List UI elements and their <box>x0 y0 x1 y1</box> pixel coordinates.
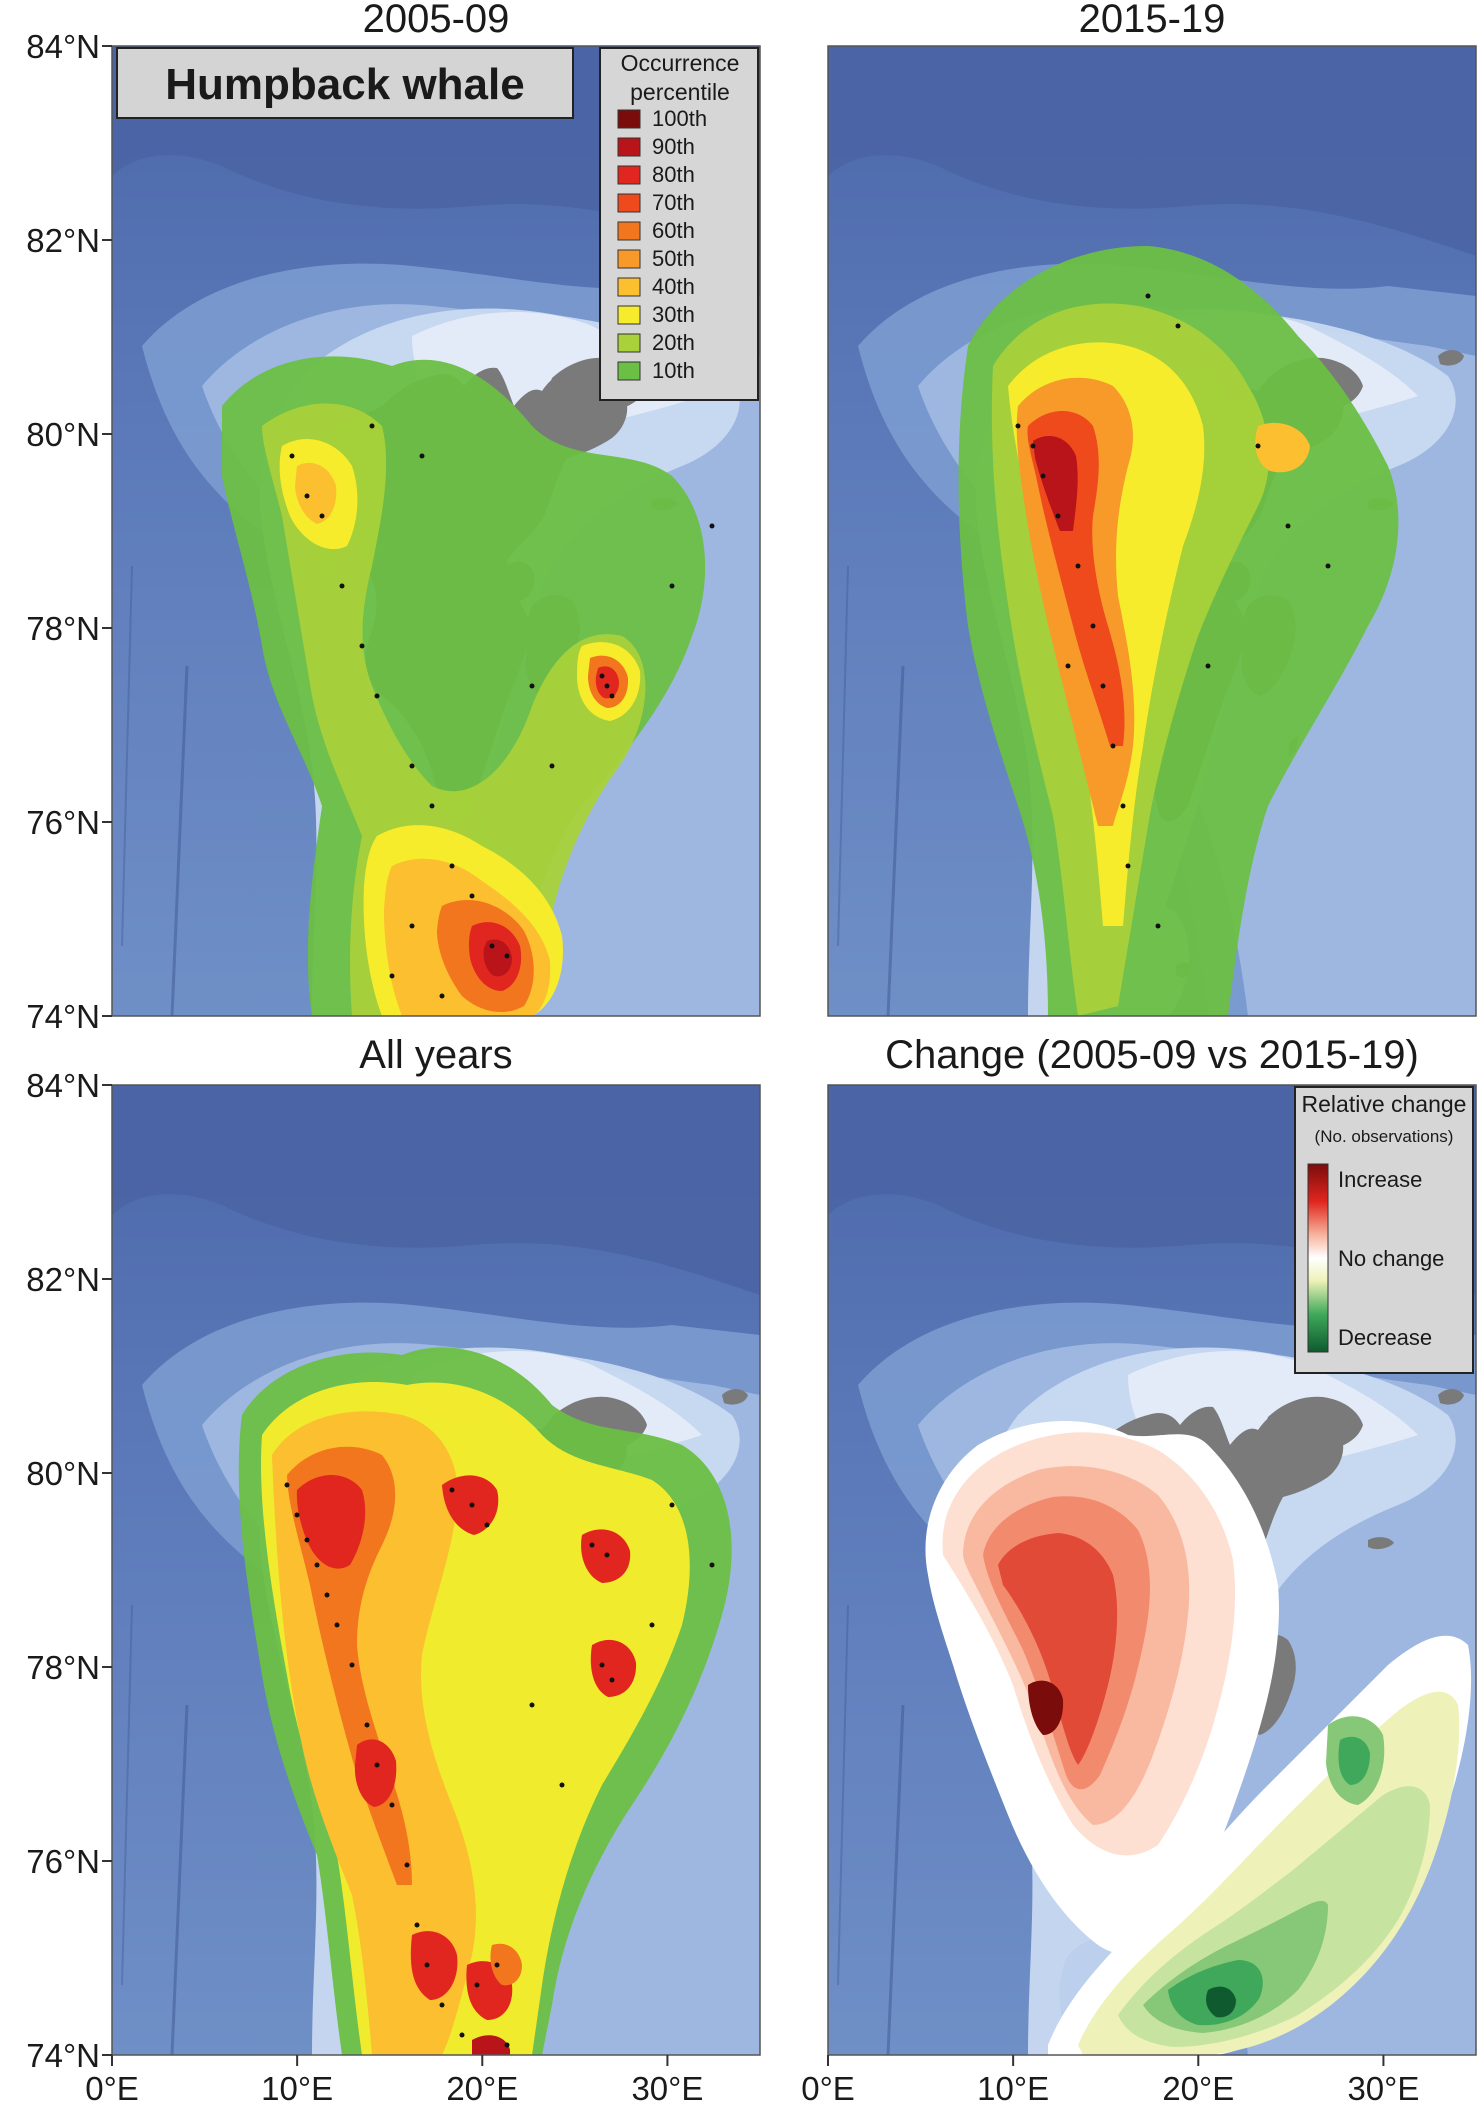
species-label-box: Humpback whale <box>116 47 574 119</box>
legend-label-60th: 60th <box>652 218 695 243</box>
legend-swatch-100th <box>617 109 641 129</box>
change-legend-decrease: Decrease <box>1338 1325 1432 1350</box>
lat-tick-label: 82°N <box>26 222 100 259</box>
legend-swatch-30th <box>617 305 641 325</box>
species-label: Humpback whale <box>165 60 524 109</box>
legend-label-50th: 50th <box>652 246 695 271</box>
lat-tick-label: 78°N <box>26 1649 100 1686</box>
lon-tick-label: 20°E <box>446 2070 518 2107</box>
lat-tick-label: 80°N <box>26 1455 100 1492</box>
lat-tick-label: 78°N <box>26 610 100 647</box>
legend-label-90th: 90th <box>652 134 695 159</box>
legend-label-30th: 30th <box>652 302 695 327</box>
map-panel-all-years <box>112 1085 760 2055</box>
legend-swatch-80th <box>617 165 641 185</box>
legend-swatch-90th <box>617 137 641 157</box>
legend-label-70th: 70th <box>652 190 695 215</box>
legend-swatch-70th <box>617 193 641 213</box>
change-legend-title-line1: Relative change <box>1302 1091 1467 1117</box>
legend-label-100th: 100th <box>652 106 707 131</box>
lon-tick-label: 20°E <box>1162 2070 1234 2107</box>
occurrence-legend: Occurrence percentile 100th 90th 80th 70th 6… <box>599 47 759 401</box>
change-legend-title-line2: (No. observations) <box>1315 1127 1454 1146</box>
lat-tick-label: 80°N <box>26 416 100 453</box>
change-legend-nochange: No change <box>1338 1246 1444 1271</box>
lon-tick-label: 10°E <box>977 2070 1049 2107</box>
lat-tick-label: 74°N <box>26 998 100 1035</box>
legend-swatch-60th <box>617 221 641 241</box>
lon-tick-label: 0°E <box>85 2070 139 2107</box>
legend-title-line1: Occurrence <box>621 50 740 76</box>
lat-tick-label: 76°N <box>26 804 100 841</box>
legend-label-40th: 40th <box>652 274 695 299</box>
legend-swatch-50th <box>617 249 641 269</box>
legend-swatch-40th <box>617 277 641 297</box>
legend-title-line2: percentile <box>630 79 730 105</box>
lon-tick-label: 10°E <box>261 2070 333 2107</box>
lat-tick-label: 74°N <box>26 2037 100 2074</box>
lon-tick-label: 30°E <box>1347 2070 1419 2107</box>
lat-tick-label: 84°N <box>26 1067 100 1104</box>
legend-label-20th: 20th <box>652 330 695 355</box>
lon-tick-label: 0°E <box>801 2070 855 2107</box>
legend-label-80th: 80th <box>652 162 695 187</box>
lat-tick-label: 76°N <box>26 1843 100 1880</box>
panel-title-change: Change (2005-09 vs 2015-19) <box>885 1033 1419 1077</box>
legend-swatch-10th <box>617 361 641 381</box>
map-panel-2015-19 <box>828 46 1476 1016</box>
legend-swatch-20th <box>617 333 641 353</box>
panel-title-2005-09: 2005-09 <box>363 0 510 41</box>
panel-title-all-years: All years <box>359 1033 512 1077</box>
legend-label-10th: 10th <box>652 358 695 383</box>
lat-tick-label: 82°N <box>26 1261 100 1298</box>
lat-tick-label: 84°N <box>26 28 100 65</box>
panel-title-2015-19: 2015-19 <box>1079 0 1226 41</box>
change-legend-colorbar <box>1307 1163 1329 1353</box>
change-legend-increase: Increase <box>1338 1167 1422 1192</box>
lon-tick-label: 30°E <box>631 2070 703 2107</box>
change-legend: Relative change (No. observations) Incre… <box>1294 1086 1474 1374</box>
